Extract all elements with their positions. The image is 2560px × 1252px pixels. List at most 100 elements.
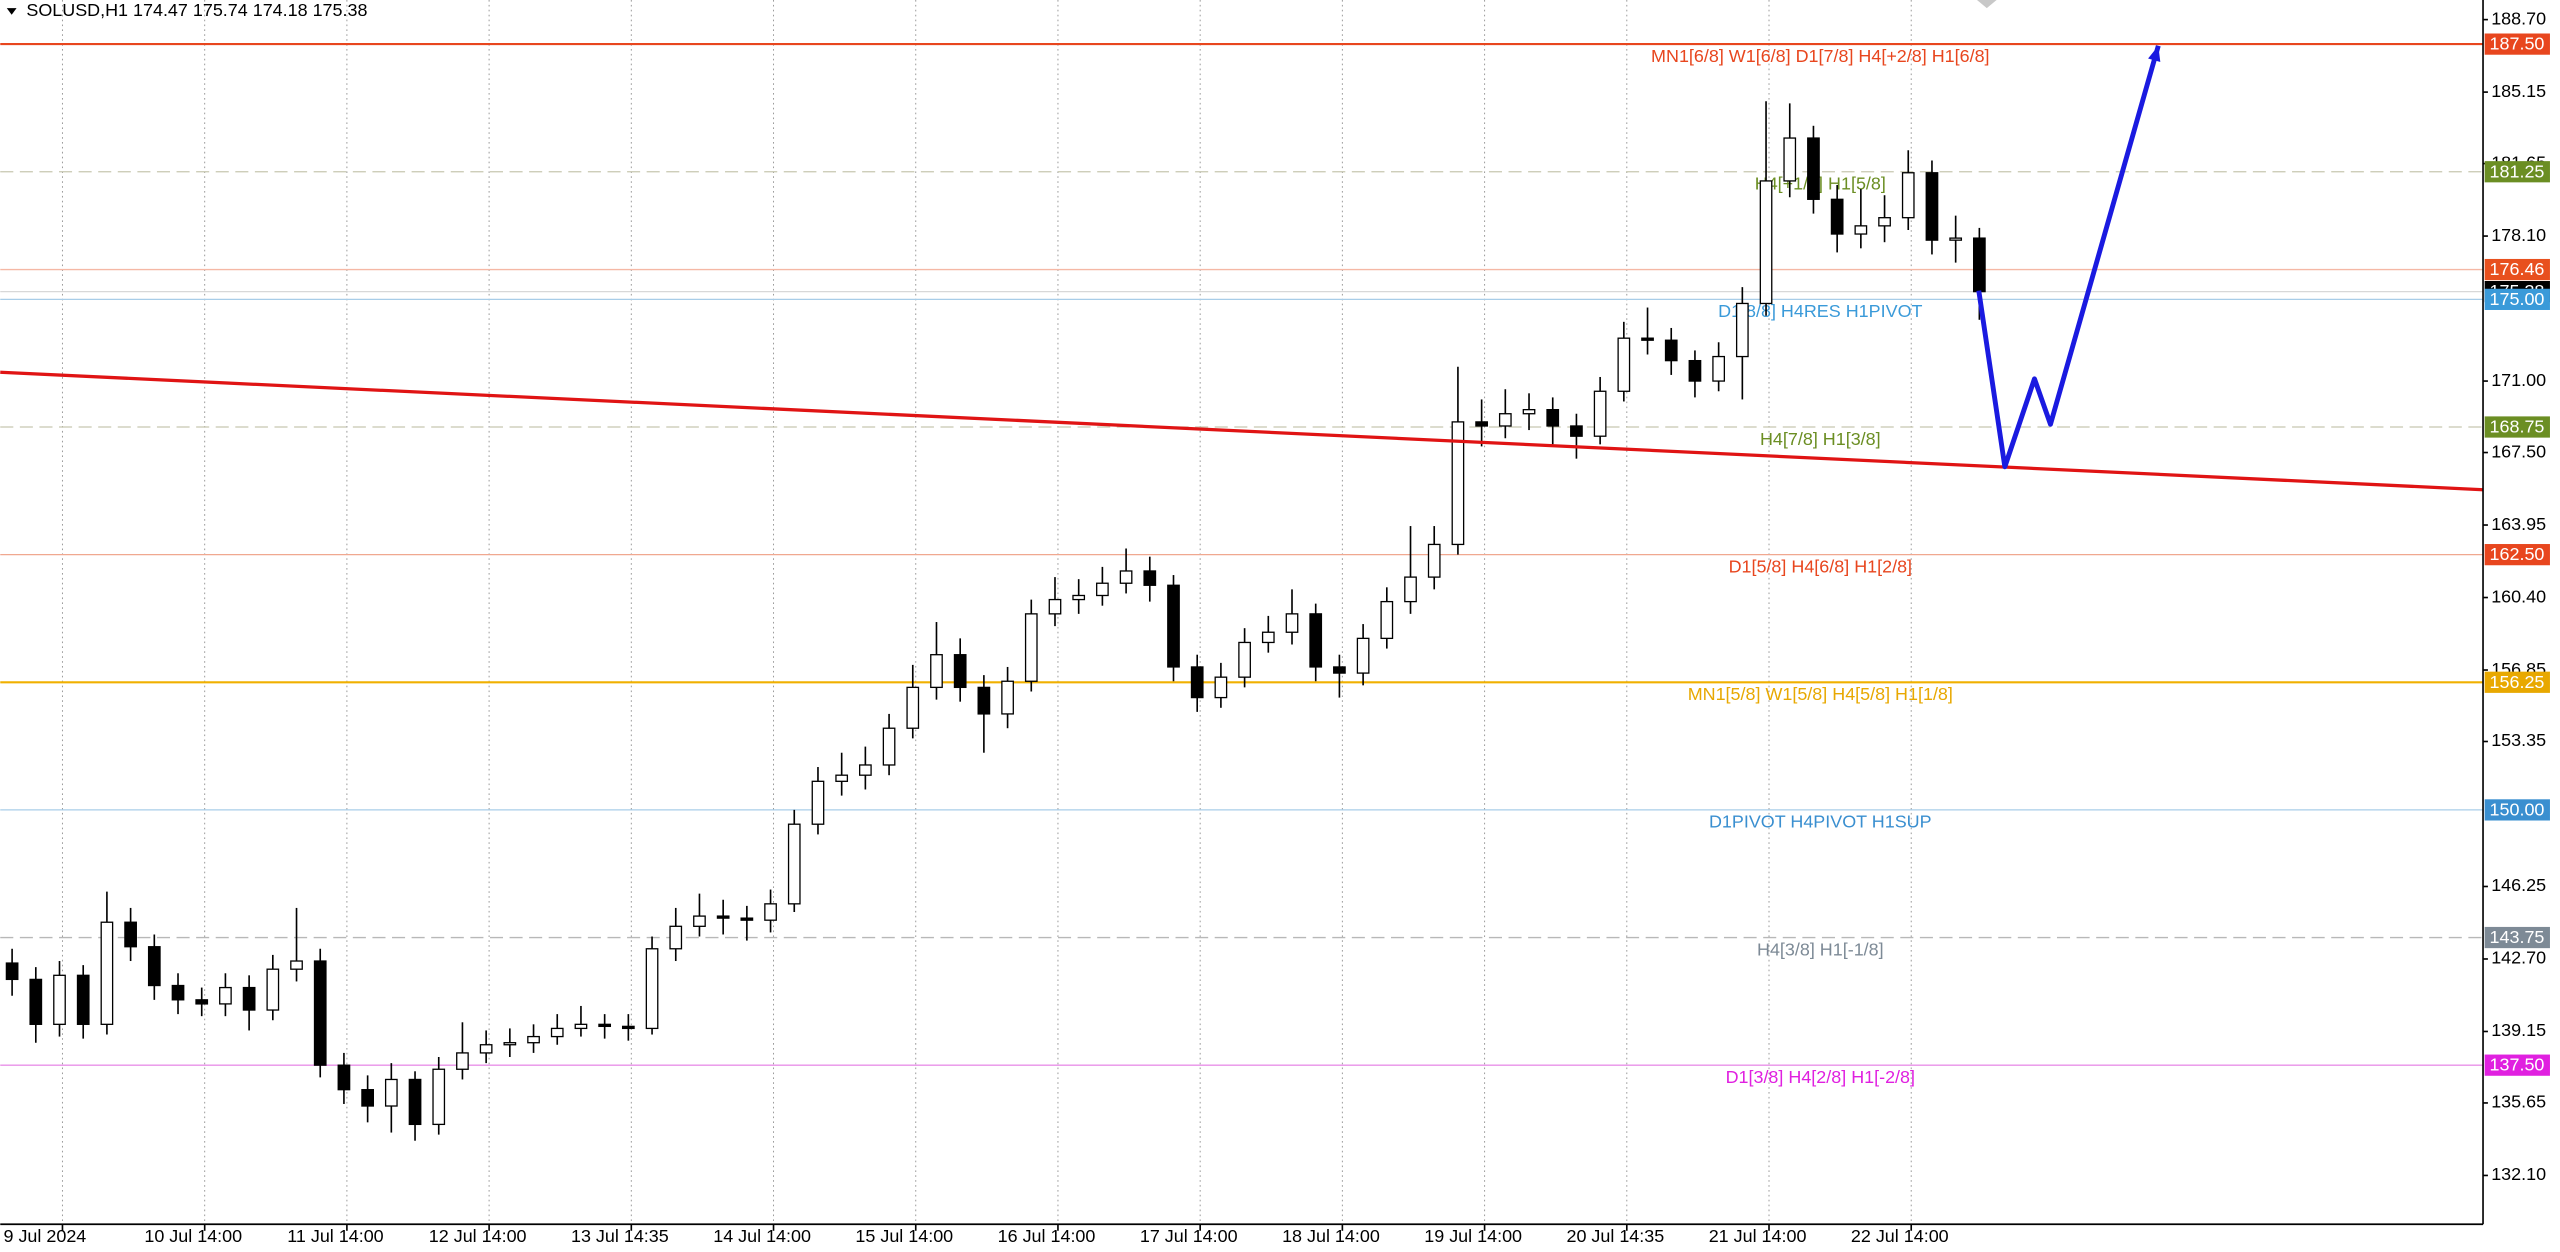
candle-body [693,915,706,927]
price-label: 156.25 [2490,672,2545,692]
x-tick-label: 16 Jul 14:00 [998,1226,1096,1246]
x-tick-label: 19 Jul 14:00 [1424,1226,1522,1246]
price-label: 175.00 [2490,289,2545,309]
candle-body [1759,180,1773,305]
candle-body [859,764,872,776]
candle-body [1380,600,1394,640]
candle-body [1972,237,1986,293]
candle-body [100,921,114,1025]
x-tick-label: 13 Jul 14:35 [571,1226,669,1246]
candle-body [1190,666,1204,699]
candle-body [1878,217,1891,227]
candle-body [5,962,19,981]
candle-body [1333,666,1346,674]
price-label: 187.50 [2490,34,2545,54]
candle-body [1498,413,1512,427]
level-annotation: H4[+1/8] H1[5/8] [1755,174,1886,194]
candle-body [124,921,137,948]
y-tick-label: 146.25 [2491,875,2546,895]
candle-body [1404,576,1417,603]
candle-body [1688,359,1702,382]
candle-body [1830,198,1844,235]
y-tick-label: 135.65 [2491,1092,2546,1112]
y-tick-label: 188.70 [2491,8,2546,28]
level-annotation: D1[8/8] H4RES H1PIVOT [1718,301,1922,321]
candle-body [1119,570,1133,584]
level-annotation: D1[5/8] H4[6/8] H1[2/8] [1729,556,1912,576]
y-tick-label: 163.95 [2491,514,2546,534]
chart-title: SOLUSD,H1 174.47 175.74 174.18 175.38 [26,0,367,20]
candle-body [1427,543,1441,578]
price-label-box [2484,799,2550,821]
price-label-box [2484,288,2550,310]
x-tick-label: 12 Jul 14:00 [429,1226,527,1246]
candle-body [1309,613,1323,668]
candle-body [977,686,991,715]
candle-body [1475,421,1488,427]
candle-body [1664,339,1678,362]
candle-body [361,1089,374,1107]
price-label-box [2484,258,2550,281]
candle-body [29,978,43,1025]
y-tick-label: 139.15 [2491,1020,2546,1040]
menu-arrow [6,8,17,15]
candle-body [1356,637,1370,674]
price-label: 168.75 [2490,417,2545,437]
candle-body [290,960,303,970]
candle-body [740,917,754,921]
candle-body [432,1068,446,1126]
y-tick-label: 153.35 [2491,730,2546,750]
candles [5,101,1986,1141]
x-tick-label: 20 Jul 14:35 [1566,1226,1664,1246]
candle-body [1854,225,1868,235]
candle-body [1024,613,1038,682]
candle-body [195,999,209,1005]
candle-body [171,984,185,1001]
candle-body [1072,594,1086,601]
y-tick-label: 142.70 [2491,948,2546,968]
levels: MN1[6/8] W1[6/8] D1[7/8] H4[+2/8] H1[6/8… [0,43,2484,1087]
candle-body [1143,570,1157,586]
price-label-box [2484,1054,2550,1076]
y-tick-label: 132.10 [2491,1164,2546,1184]
trend-line [0,370,2484,492]
candle-body [550,1027,564,1038]
x-tick-label: 22 Jul 14:00 [1851,1226,1949,1246]
candle-body [1048,598,1062,615]
candle-body [1214,676,1228,699]
candle-body [1949,237,1963,241]
candle-body [953,654,967,689]
candle-body [882,727,896,766]
forecast-arrow [1976,45,2161,470]
x-tick-label: 9 Jul 2024 [4,1226,87,1246]
price-label-box [2484,161,2550,183]
price-label-box [2484,416,2550,438]
candle-body [384,1078,398,1107]
level-annotation: MN1[5/8] W1[5/8] H4[5/8] H1[1/8] [1688,684,1953,704]
x-tick-label: 14 Jul 14:00 [713,1226,811,1246]
y-tick-label: 171.00 [2491,370,2546,390]
price-label: 176.46 [2490,259,2545,279]
y-tick-label: 160.40 [2491,586,2546,606]
price-label: 137.50 [2490,1055,2545,1075]
candle-body [313,960,327,1066]
candle-body [764,903,777,921]
candle-body [1451,421,1465,546]
price-label-box [2484,926,2550,949]
candle-body [1807,137,1820,200]
candle-body [1735,302,1749,358]
price-label-box [2484,33,2550,55]
candle-body [598,1023,612,1028]
candle-body [835,774,849,782]
level-annotation: D1[3/8] H4[2/8] H1[-2/8] [1726,1067,1915,1087]
overlay [0,45,2484,492]
x-tick-label: 21 Jul 14:00 [1709,1226,1807,1246]
price-label: 143.75 [2490,927,2545,947]
level-annotation: H4[3/8] H1[-1/8] [1757,939,1884,959]
candle-body [787,823,801,905]
price-label-box [2484,671,2550,693]
candle-body [1641,337,1654,341]
y-tick-label: 178.10 [2491,225,2546,245]
